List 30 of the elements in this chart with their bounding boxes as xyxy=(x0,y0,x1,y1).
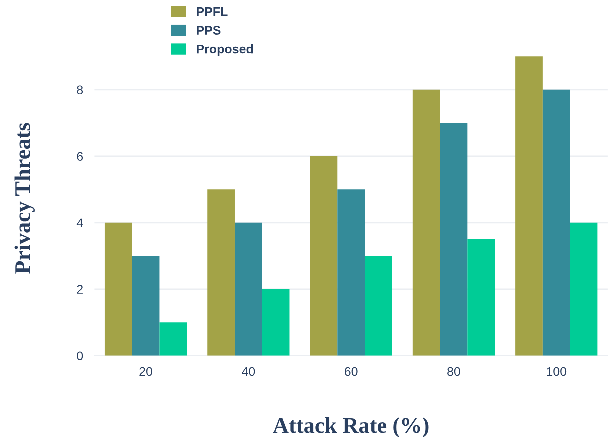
y-axis-title: Privacy Threats xyxy=(14,123,35,274)
bar xyxy=(440,123,468,356)
x-tick-label: 100 xyxy=(547,367,567,376)
y-tick-label: 6 xyxy=(77,152,84,162)
bar xyxy=(132,256,160,356)
bar xyxy=(160,322,188,356)
bar xyxy=(208,190,235,356)
x-tick-label: 40 xyxy=(242,367,256,376)
bar xyxy=(468,240,496,356)
legend-label: Proposed xyxy=(197,44,254,56)
x-tick-label: 80 xyxy=(448,367,460,376)
bar xyxy=(365,256,392,356)
bar xyxy=(570,222,598,356)
x-axis-title: Attack Rate (%) xyxy=(273,418,429,438)
bar xyxy=(234,222,262,356)
legend-label: PPFL xyxy=(197,8,228,16)
y-tick-label: 0 xyxy=(77,352,84,361)
bar xyxy=(542,90,570,356)
y-tick-label: 4 xyxy=(76,218,84,228)
bar xyxy=(412,90,440,356)
bar xyxy=(516,56,543,356)
bar xyxy=(338,190,366,356)
bar xyxy=(262,289,290,356)
bar xyxy=(310,156,338,356)
x-tick-label: 20 xyxy=(140,367,152,376)
bar xyxy=(104,222,132,356)
x-tick-label: 60 xyxy=(345,367,358,376)
y-tick-label: 2 xyxy=(77,285,83,294)
y-tick-label: 8 xyxy=(77,86,84,95)
legend-label: PPS xyxy=(197,26,221,35)
